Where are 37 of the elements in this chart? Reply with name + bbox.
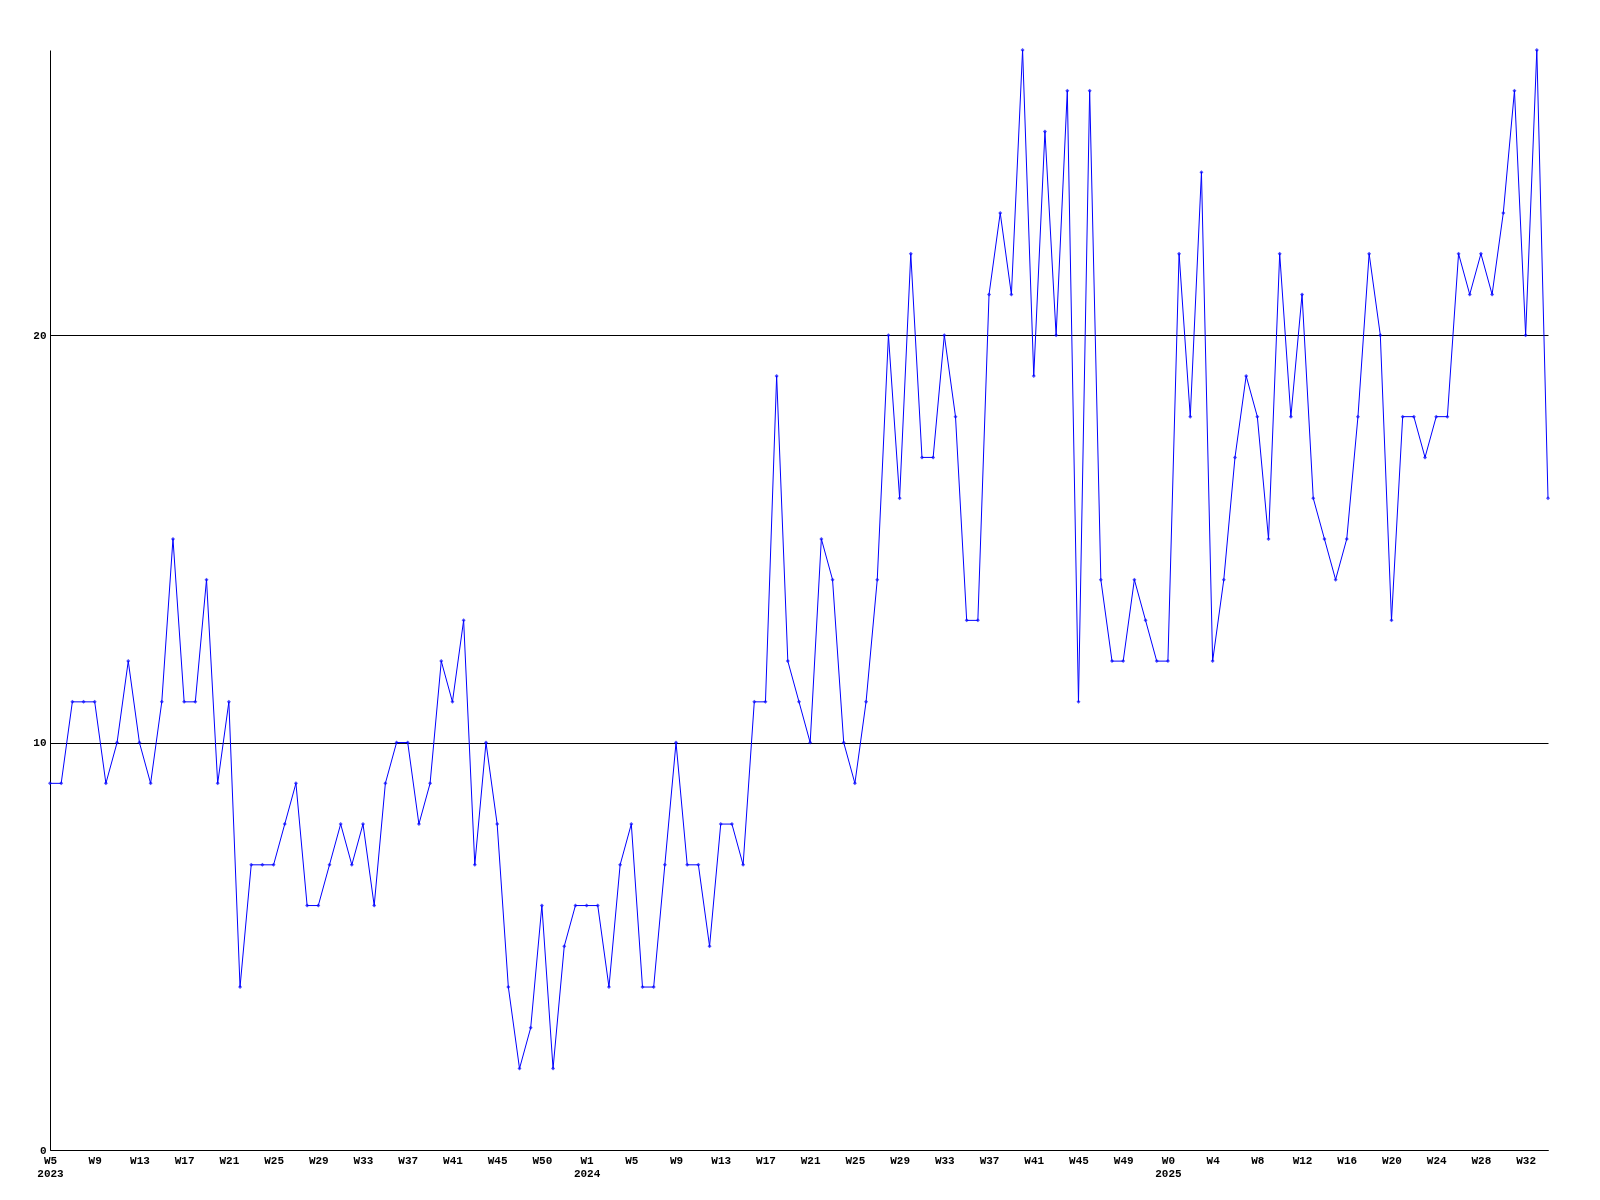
x-tick-label: W29: [890, 1154, 911, 1167]
x-tick-label: W37: [398, 1154, 419, 1167]
x-tick-label: W17: [174, 1154, 195, 1167]
x-tick-label: W50: [532, 1154, 553, 1167]
x-tick-label: W25: [845, 1154, 866, 1167]
x-tick-label: W9: [669, 1154, 684, 1167]
x-tick-label: W9: [88, 1154, 102, 1167]
x-tick-label: W5: [625, 1154, 639, 1167]
x-tick-label: W29: [308, 1154, 329, 1167]
x-tick-label: W8: [1251, 1154, 1265, 1167]
y-tick-label: 0: [39, 1144, 47, 1157]
x-tick-label: W13: [711, 1154, 732, 1167]
x-tick-label: W37: [979, 1154, 1000, 1167]
y-tick-label: 10: [33, 737, 47, 750]
x-tick-label: W21: [219, 1154, 240, 1167]
x-tick-label: W33: [934, 1154, 956, 1167]
x-tick-label: W13: [130, 1154, 151, 1167]
x-tick-label: W12: [1292, 1154, 1313, 1167]
x-tick-label: W16: [1337, 1154, 1358, 1167]
x-tick-label: W45: [1069, 1154, 1090, 1167]
x-tick-label: W5 2023: [37, 1154, 65, 1180]
x-tick-label: W45: [487, 1154, 508, 1167]
x-tick-label: W33: [353, 1154, 374, 1167]
x-tick-label: W1 2024: [573, 1154, 601, 1180]
x-tick-label: W49: [1113, 1154, 1134, 1167]
x-tick-label: W17: [756, 1154, 776, 1167]
x-tick-label: W41: [1024, 1154, 1045, 1167]
x-tick-label: W25: [264, 1154, 285, 1167]
y-tick-label: 20: [33, 329, 47, 342]
x-tick-label: W32: [1516, 1154, 1537, 1167]
x-tick-label: W20: [1382, 1154, 1402, 1167]
x-tick-label: W21: [800, 1154, 821, 1167]
x-tick-label: W0 2025: [1155, 1154, 1183, 1180]
x-tick-label: W41: [443, 1154, 464, 1167]
x-tick-label: W4: [1206, 1154, 1221, 1167]
x-tick-label: W28: [1471, 1154, 1492, 1167]
x-tick-label: W24: [1426, 1154, 1447, 1167]
